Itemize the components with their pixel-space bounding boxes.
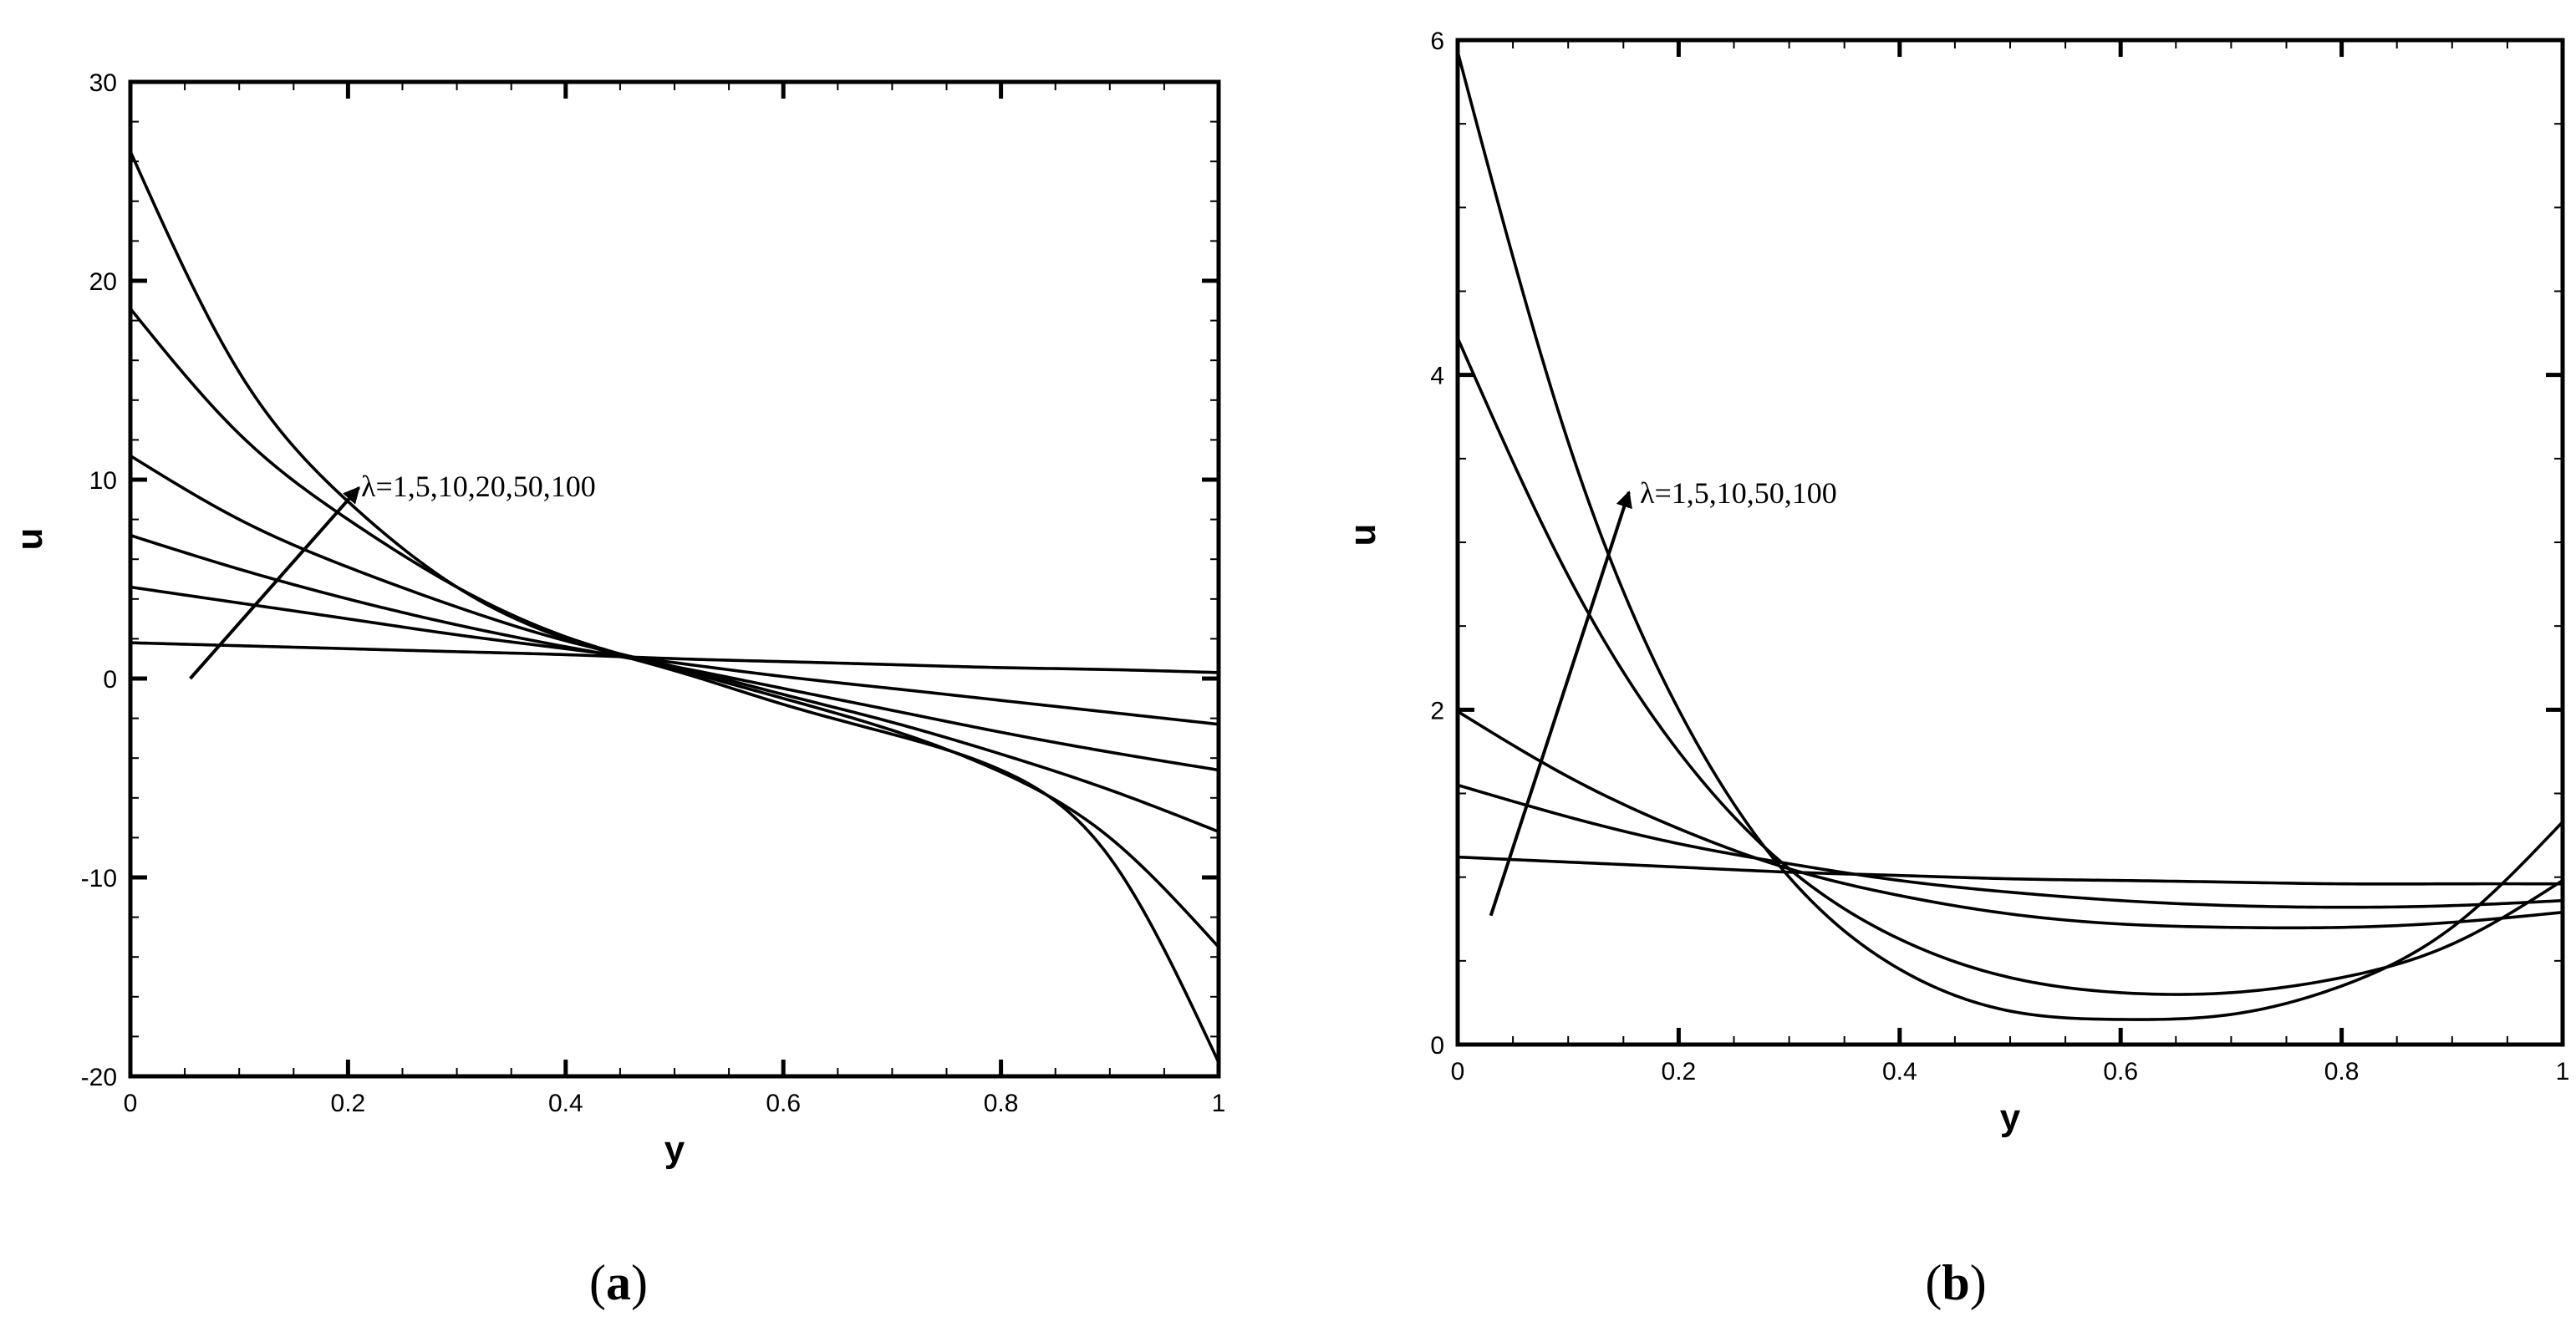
x-tick-label: 0.8 [984,1090,1019,1117]
y-tick-label: 2 [1430,697,1444,725]
x-tick-label: 0.4 [548,1090,583,1117]
panel-b-lambda-arrow [1489,490,1632,917]
x-tick-label: 0.6 [766,1090,801,1117]
x-tick-label: 0 [124,1090,138,1117]
panel-b-tick-labels: 0 0.2 0.4 0.6 0.8 1 0 2 4 6 [1430,28,2569,1085]
y-tick-label: -20 [81,1064,117,1091]
panel-b-ticks [1455,38,2565,1047]
y-tick-label: 0 [103,666,117,694]
series-line-λ=1 [1457,855,2563,886]
panel-a-x-axis-title: y [664,1129,685,1170]
panel-b-plot-frame [1455,38,2565,1047]
panel-b-y-axis-title: u [1342,524,1383,547]
y-tick-label: 30 [89,69,117,97]
panel-b-curves [1456,51,2564,1021]
x-tick-label: 1 [2556,1058,2570,1085]
y-tick-label: 4 [1430,363,1444,390]
x-tick-label: 0.2 [331,1090,366,1117]
panel-a-curves [129,150,1220,1064]
x-tick-label: 0.8 [2324,1058,2360,1085]
series-line-λ=5 [130,585,1219,726]
series-line-λ=50 [129,308,1220,948]
panel-a-caption-close: ) [631,1255,648,1310]
panel-a-caption: (a) [589,1255,648,1310]
panel-b-caption-letter: b [1942,1255,1969,1310]
panel-b-caption: (b) [1925,1255,1986,1310]
series-line-λ=50 [1456,337,2563,996]
panel-b-lambda-annotation: λ=1,5,10,50,100 [1640,476,1837,510]
panel-a-caption-letter: a [606,1255,631,1310]
x-tick-label: 0.4 [1882,1058,1917,1085]
panel-a-lambda-arrow [189,486,360,680]
panel-a-lambda-annotation: λ=1,5,10,20,50,100 [361,470,596,503]
y-tick-label: 0 [1430,1032,1444,1060]
panel-a-plot-frame [128,79,1221,1079]
x-tick-label: 0.2 [1662,1058,1697,1085]
panel-b: 0 0.2 0.4 0.6 0.8 1 0 2 4 6 y u λ=1,5,10,50,100 (… [1342,28,2569,1310]
panel-a-caption-open: ( [589,1255,606,1310]
panel-b-caption-close: ) [1970,1255,1987,1310]
series-line-λ=10 [1457,709,2563,930]
series-line-λ=100 [129,150,1220,1064]
panel-b-caption-open: ( [1925,1255,1942,1310]
x-tick-label: 0.6 [2103,1058,2138,1085]
y-tick-label: 10 [89,467,117,495]
series-line-λ=1 [130,641,1219,674]
series-line-λ=5 [1457,783,2563,909]
x-tick-label: 0 [1451,1058,1465,1085]
series-line-λ=100 [1456,51,2564,1021]
y-tick-label: -10 [81,865,117,892]
panel-a-y-axis-title: u [9,528,50,551]
panel-a: 0 0.2 0.4 0.6 0.8 1 -20 -10 0 10 20 30 y u λ=1,5,10… [9,69,1225,1310]
x-tick-label: 1 [1212,1090,1226,1117]
y-tick-label: 20 [89,268,117,296]
panel-b-x-axis-title: y [2000,1097,2021,1138]
panel-a-tick-labels: 0 0.2 0.4 0.6 0.8 1 -20 -10 0 10 20 30 [81,69,1226,1117]
y-tick-label: 6 [1430,28,1444,55]
series-line-λ=20 [130,454,1219,833]
series-line-λ=10 [130,533,1219,772]
panel-a-ticks [128,79,1221,1079]
